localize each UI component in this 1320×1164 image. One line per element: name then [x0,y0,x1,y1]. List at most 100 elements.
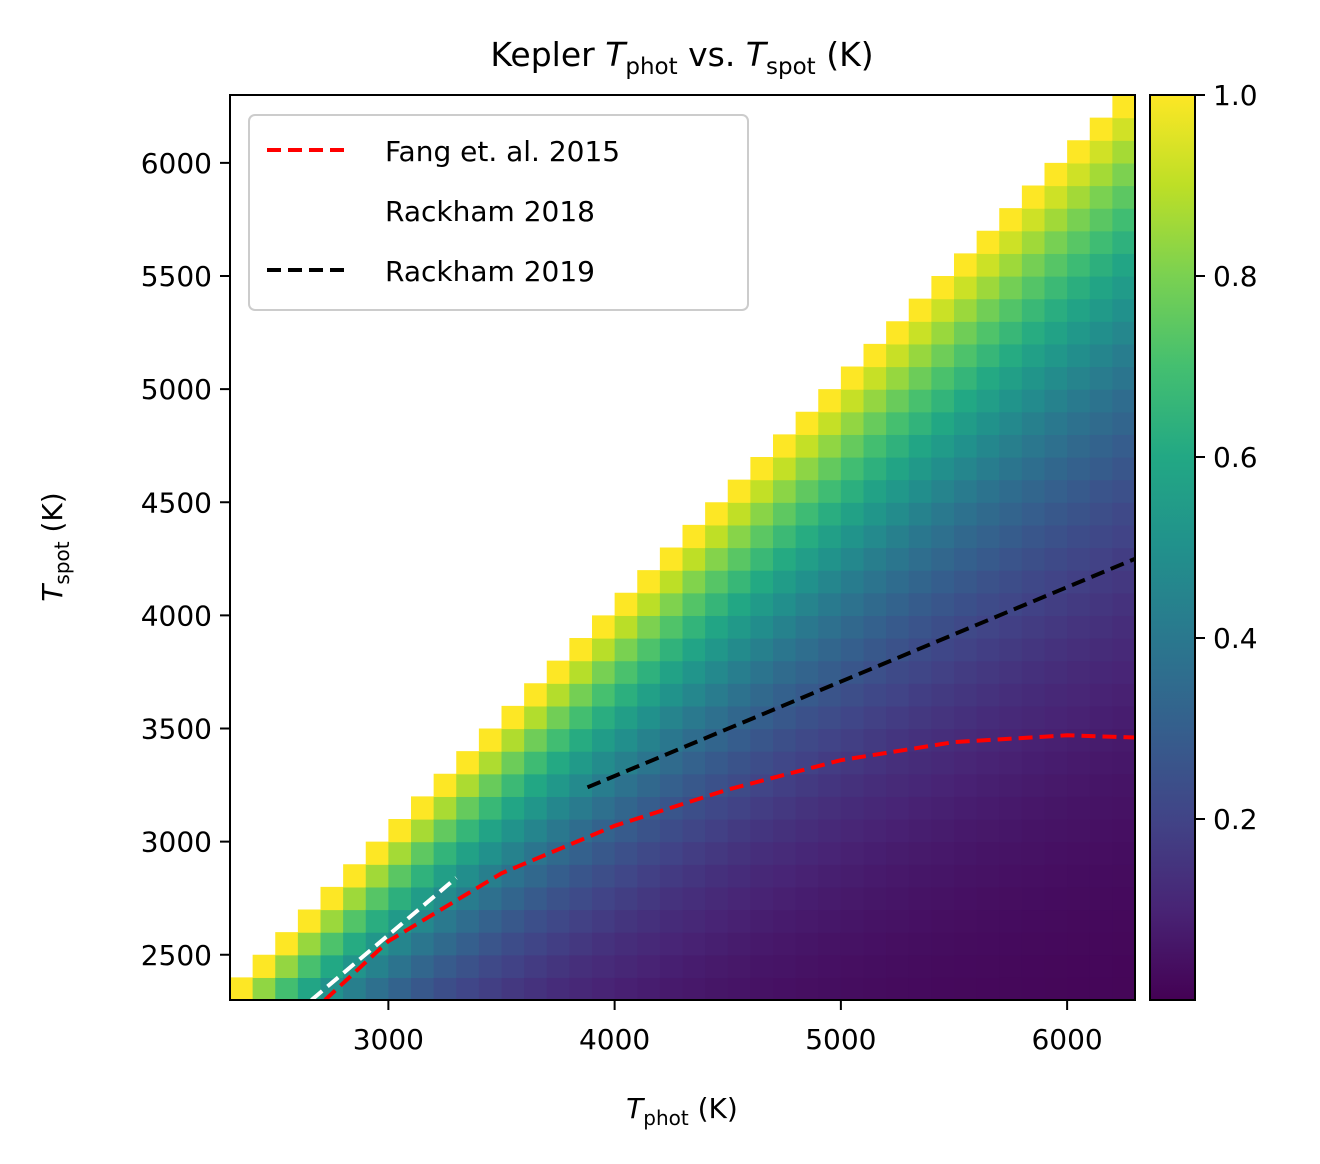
heatmap-cell [569,705,593,730]
heatmap-cell [954,751,978,775]
heatmap-cell [1021,185,1046,209]
heatmap-cell [976,276,1000,300]
heatmap-cell [863,728,887,752]
heatmap-cell [637,570,661,594]
heatmap-cell [1089,208,1113,232]
heatmap-cell [954,705,978,730]
heatmap-cell [931,343,955,368]
heatmap-cell [659,570,684,594]
heatmap-cell [931,977,955,1000]
heatmap-cell [908,932,932,956]
heatmap-cell [750,841,774,865]
heatmap-cell [976,547,1000,571]
heatmap-cell [886,343,910,368]
heatmap-cell [931,502,955,526]
heatmap-cell [750,819,774,843]
heatmap-cell [976,366,1000,390]
heatmap-cell [795,457,819,481]
heatmap-cell [931,728,955,752]
heatmap-cell [999,819,1023,843]
heatmap-cell [954,276,978,300]
heatmap-cell [1089,638,1113,662]
heatmap-cell [501,909,525,933]
heatmap-cell [1112,298,1135,322]
heatmap-cell [1044,253,1068,277]
heatmap-cell [569,773,593,797]
heatmap-cell [592,932,616,956]
heatmap-cell [863,932,887,956]
heatmap-cell [999,208,1023,232]
heatmap-cell [908,479,932,503]
heatmap-cell [954,389,978,413]
heatmap-cell [1089,547,1113,571]
heatmap-cell [976,298,1000,322]
heatmap-cell [886,524,910,549]
heatmap-cell [524,977,548,1000]
heatmap-cell [976,389,1000,413]
heatmap-cell [931,819,955,843]
heatmap-cell [275,954,299,978]
heatmap-cell [773,479,797,503]
heatmap-cell [320,932,344,956]
heatmap-cell [840,683,865,707]
heatmap-cell [1044,162,1068,187]
heatmap-cell [886,909,910,933]
heatmap-cell [343,886,367,911]
heatmap-cell [931,886,955,911]
heatmap-cell [320,977,344,1000]
heatmap-cell [1044,230,1068,254]
colorbar-tick-label: 0.2 [1213,803,1258,836]
heatmap-cell [1089,796,1113,820]
heatmap-cell [1067,728,1091,752]
heatmap-cell [637,977,661,1000]
chart-title: Kepler Tphot vs. Tspot (K) [490,35,873,80]
heatmap-cell [1067,932,1091,956]
heatmap-cell [1112,479,1135,503]
heatmap-cell [1089,705,1113,730]
heatmap-cell [840,977,865,1000]
heatmap-cell [976,343,1000,368]
heatmap-cell [659,751,684,775]
heatmap-cell [524,932,548,956]
heatmap-cell [818,389,842,413]
heatmap-cell [773,434,797,458]
heatmap-cell [1021,886,1046,911]
heatmap-cell [1067,705,1091,730]
heatmap-cell [682,592,706,616]
colorbar-ticks: 0.2 0.4 0.6 0.8 1.0 [1195,79,1258,836]
heatmap-cell [1089,819,1113,843]
colorbar-tick-label: 0.8 [1213,260,1258,293]
heatmap-cell [795,796,819,820]
heatmap-cell [727,683,751,707]
heatmap-cell [954,298,978,322]
heatmap-cell [863,819,887,843]
heatmap-cell [1044,547,1068,571]
heatmap-cell [840,932,865,956]
heatmap-cell [908,547,932,571]
heatmap-cell [1112,796,1135,820]
heatmap-cell [750,932,774,956]
heatmap-cell [795,479,819,503]
heatmap-cell [524,683,548,707]
heatmap-cell [614,886,638,911]
heatmap-cell [1112,502,1135,526]
heatmap-cell [1112,253,1135,277]
heatmap-cell [840,638,865,662]
heatmap-cell [840,502,865,526]
heatmap-cell [908,524,932,549]
heatmap-cell [773,819,797,843]
heatmap-cell [705,615,729,639]
heatmap-cell [1089,366,1113,390]
heatmap-cell [411,886,435,911]
heatmap-cell [637,909,661,933]
heatmap-cell [705,864,729,888]
heatmap-cell [546,886,570,911]
heatmap-cell [976,434,1000,458]
heatmap-cell [614,773,638,797]
heatmap-cell [886,389,910,413]
heatmap-cell [637,615,661,639]
heatmap-cell [840,773,865,797]
heatmap-cell [1089,479,1113,503]
heatmap-cell [659,615,684,639]
heatmap-cell [524,705,548,730]
